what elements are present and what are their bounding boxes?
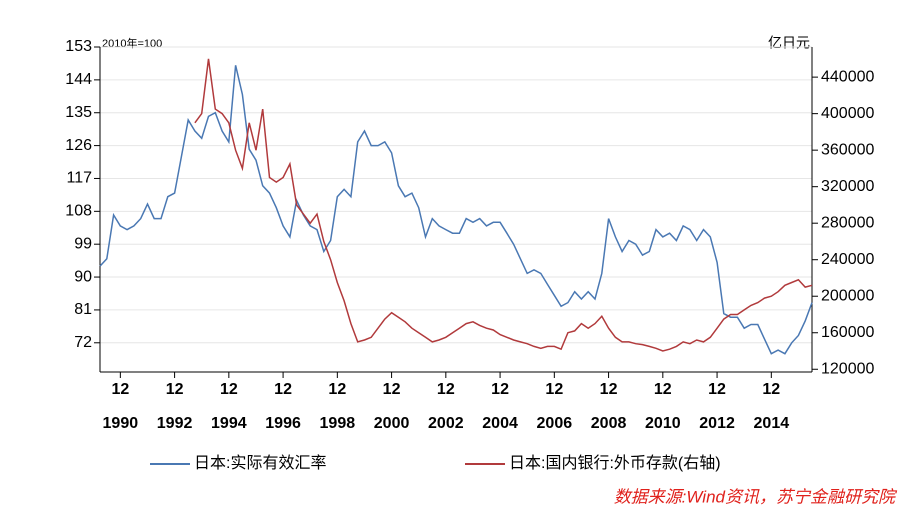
x-tick-year: 2004 — [482, 415, 518, 432]
right-axis-label: 亿日元 — [768, 35, 810, 51]
left-axis-label: 2010年=100 — [102, 36, 162, 50]
x-tick-label: 12 — [111, 381, 129, 398]
y2-tick-label: 440000 — [821, 68, 874, 85]
y2-tick-label: 280000 — [821, 214, 874, 231]
x-tick-label: 12 — [491, 381, 509, 398]
y-tick-label: 153 — [65, 38, 92, 55]
y-tick-label: 90 — [74, 268, 92, 285]
x-tick-year: 2002 — [428, 415, 464, 432]
y-tick-label: 99 — [74, 235, 92, 252]
x-tick-label: 12 — [762, 381, 780, 398]
x-tick-label: 12 — [328, 381, 346, 398]
x-tick-label: 12 — [383, 381, 401, 398]
series-line — [194, 58, 813, 352]
x-tick-label: 12 — [220, 381, 238, 398]
y2-tick-label: 400000 — [821, 105, 874, 122]
y-tick-label: 126 — [65, 137, 92, 154]
x-tick-year: 2000 — [374, 415, 410, 432]
x-tick-label: 12 — [708, 381, 726, 398]
x-tick-label: 12 — [545, 381, 563, 398]
x-tick-label: 12 — [166, 381, 184, 398]
x-tick-year: 1996 — [265, 415, 301, 432]
y2-tick-label: 360000 — [821, 141, 874, 158]
x-tick-year: 1990 — [103, 415, 139, 432]
y2-tick-label: 320000 — [821, 178, 874, 195]
x-tick-year: 1994 — [211, 415, 247, 432]
x-tick-label: 12 — [437, 381, 455, 398]
y2-tick-label: 240000 — [821, 251, 874, 268]
legend-label: 日本:实际有效汇率 — [194, 454, 326, 472]
y2-tick-label: 200000 — [821, 287, 874, 304]
source-note: 数据来源:Wind资讯，苏宁金融研究院 — [614, 487, 898, 506]
x-tick-year: 2014 — [754, 415, 790, 432]
y-tick-label: 144 — [65, 71, 92, 88]
y-tick-label: 81 — [74, 301, 92, 318]
x-tick-year: 1998 — [320, 415, 356, 432]
x-tick-year: 2006 — [537, 415, 573, 432]
x-tick-year: 2008 — [591, 415, 627, 432]
x-tick-label: 12 — [654, 381, 672, 398]
x-tick-label: 12 — [274, 381, 292, 398]
y-tick-label: 135 — [65, 104, 92, 121]
x-tick-label: 12 — [600, 381, 618, 398]
y-tick-label: 72 — [74, 334, 92, 351]
y-tick-label: 117 — [66, 170, 92, 187]
series-line — [99, 65, 813, 355]
x-tick-year: 1992 — [157, 415, 193, 432]
x-tick-year: 2010 — [645, 415, 681, 432]
legend-label: 日本:国内银行:外币存款(右轴) — [509, 454, 721, 472]
y2-tick-label: 120000 — [821, 360, 874, 377]
y-tick-label: 108 — [65, 203, 92, 220]
x-tick-year: 2012 — [699, 415, 735, 432]
y2-tick-label: 160000 — [821, 324, 874, 341]
